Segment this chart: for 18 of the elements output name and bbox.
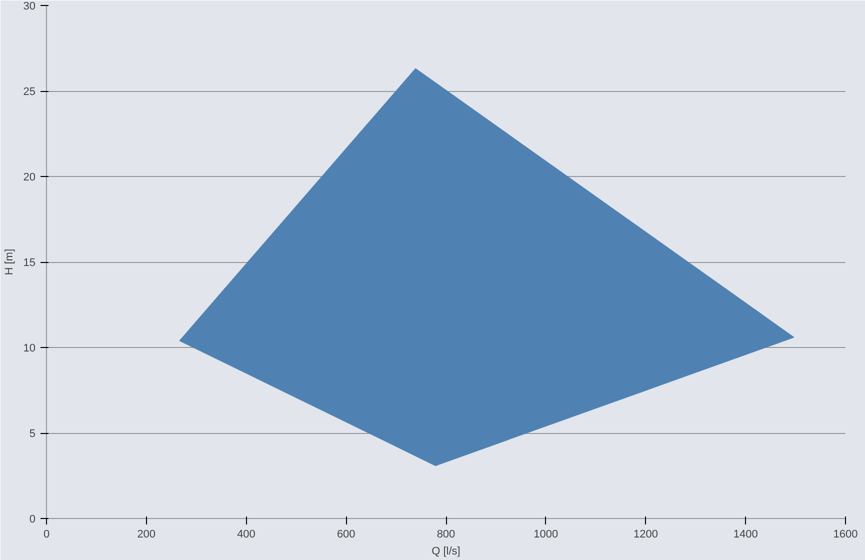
x-tick-label: 800	[436, 528, 456, 540]
y-tick-label: 10	[23, 342, 36, 354]
y-tick-label: 20	[23, 172, 36, 184]
y-axis-title: H [m]	[3, 248, 16, 276]
y-tick-label: 15	[23, 257, 36, 269]
x-tick-label: 600	[336, 528, 356, 540]
x-tick-label: 400	[237, 528, 256, 540]
x-axis-title: Q [l/s]	[432, 546, 460, 558]
y-tick-label: 0	[29, 514, 36, 526]
x-tick-label: 1600	[833, 528, 858, 540]
x-tick-label: 200	[137, 528, 156, 540]
x-tick-label: 0	[43, 528, 50, 540]
x-tick-label: 1000	[534, 528, 558, 540]
y-tick-label: 5	[29, 428, 36, 440]
x-tick-label: 1200	[634, 528, 658, 540]
x-tick-label: 1400	[733, 528, 758, 540]
y-tick-label: 30	[23, 0, 36, 12]
y-tick-label: 25	[23, 86, 36, 98]
